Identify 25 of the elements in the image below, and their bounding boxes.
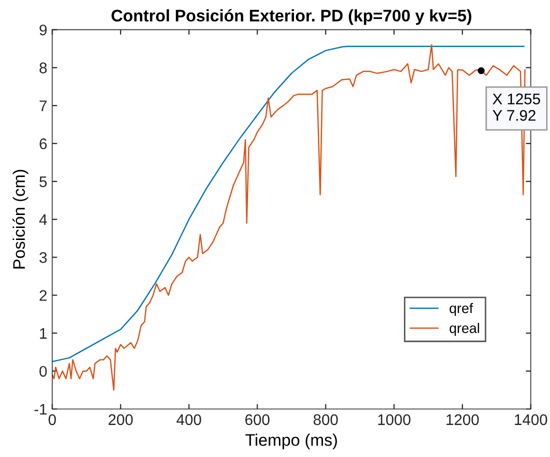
y-tick-label: 0	[39, 366, 47, 377]
y-axis-title: Posición (cm)	[12, 170, 28, 268]
legend-label: qreal	[450, 322, 480, 336]
y-tick-label: 1	[40, 328, 47, 339]
y-tick-label: 6	[40, 138, 47, 150]
y-tick-label: 9	[40, 24, 47, 36]
y-tick-label: 4	[39, 214, 47, 225]
x-tick-label: 1400	[514, 414, 548, 426]
annotation: X 1255 Y 7.92	[492, 94, 540, 121]
x-tick-label: 200	[108, 414, 133, 426]
x-tick-label: 600	[245, 414, 270, 426]
x-axis-title: Tiempo (ms)	[245, 434, 337, 450]
legend-label: qref	[450, 303, 474, 316]
y-tick-label: 3	[39, 252, 47, 263]
x-tick-label: 400	[176, 414, 202, 426]
x-tick-label: 800	[314, 414, 338, 426]
y-tick-label: 5	[40, 176, 47, 188]
y-tick-label: -1	[34, 404, 47, 415]
y-tick-label: 2	[40, 290, 47, 301]
y-tick-label: 7	[40, 100, 47, 112]
x-tick-label: 0	[48, 414, 56, 426]
chart-title: Control Posición Exterior. PD (kp=700 y kv=5)	[112, 9, 472, 25]
x-tick-label: 1200	[446, 414, 479, 426]
y-tick-label: 8	[40, 62, 47, 74]
x-tick-label: 1000	[378, 414, 410, 426]
